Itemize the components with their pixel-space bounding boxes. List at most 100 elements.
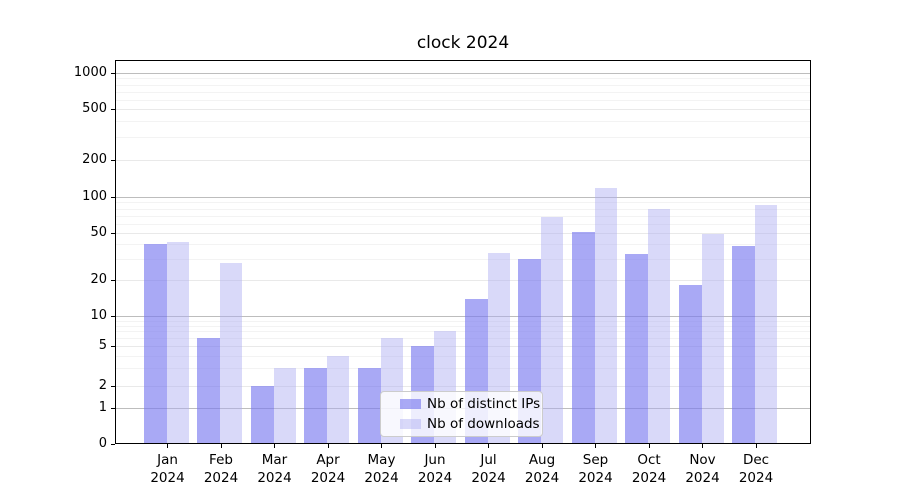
y-gridline-200 — [115, 160, 811, 161]
y-gridline-10 — [115, 316, 811, 317]
x-tick-label-apr-2024: Apr 2024 — [310, 452, 346, 486]
y-tick-100 — [111, 197, 115, 198]
legend: Nb of distinct IPs Nb of downloads — [380, 391, 543, 437]
legend-label-distinct-ips: Nb of distinct IPs — [427, 396, 541, 412]
y-tick-200 — [111, 160, 115, 161]
y-tick-label-20: 20 — [90, 272, 107, 287]
bar-nb-of-distinct-ips-jan-2024 — [143, 244, 167, 444]
x-tick-label-jan-2024: Jan 2024 — [150, 452, 185, 486]
legend-swatch-distinct-ips — [400, 399, 421, 409]
x-tick-dec-2024 — [755, 444, 757, 448]
x-tick-nov-2024 — [702, 444, 703, 448]
y-gridline-minor-30 — [115, 259, 811, 261]
legend-item-downloads: Nb of downloads — [400, 416, 542, 432]
x-tick-label-mar-2024: Mar 2024 — [257, 452, 292, 486]
bar-nb-of-downloads-apr-2024 — [327, 355, 349, 444]
y-gridline-minor-4 — [115, 355, 811, 357]
x-tick-mar-2024 — [274, 444, 275, 448]
y-tick-label-0: 0 — [98, 436, 107, 451]
y-tick-1 — [111, 408, 115, 409]
y-gridline-minor-300 — [115, 137, 811, 139]
plot-area — [115, 60, 811, 444]
bar-nb-of-downloads-mar-2024 — [273, 368, 296, 444]
x-tick-aug-2024 — [541, 444, 543, 448]
x-tick-oct-2024 — [648, 444, 650, 448]
y-tick-10 — [111, 316, 115, 317]
y-gridline-minor-700 — [115, 91, 811, 93]
legend-swatch-downloads — [400, 419, 421, 429]
y-tick-label-10: 10 — [90, 308, 107, 323]
x-tick-label-nov-2024: Nov 2024 — [685, 452, 720, 486]
y-gridline-2 — [115, 386, 811, 387]
x-tick-label-jul-2024: Jul 2024 — [471, 452, 506, 486]
x-tick-jul-2024 — [488, 444, 489, 448]
x-tick-may-2024 — [381, 444, 382, 448]
x-tick-label-sep-2024: Sep 2024 — [578, 452, 613, 486]
y-gridline-minor-80 — [115, 208, 811, 210]
y-tick-label-100: 100 — [82, 189, 107, 204]
y-tick-2 — [111, 386, 115, 387]
x-tick-jan-2024 — [167, 444, 168, 448]
y-tick-500 — [111, 109, 115, 110]
x-tick-sep-2024 — [595, 444, 596, 448]
y-tick-1000 — [111, 73, 115, 74]
y-gridline-minor-60 — [115, 223, 811, 225]
x-tick-label-jun-2024: Jun 2024 — [417, 452, 453, 486]
bar-nb-of-downloads-oct-2024 — [648, 208, 670, 444]
y-gridline-500 — [115, 109, 811, 110]
y-gridline-minor-400 — [115, 121, 811, 123]
chart-title: clock 2024 — [416, 33, 510, 53]
bar-nb-of-downloads-aug-2024 — [541, 217, 563, 444]
y-tick-label-50: 50 — [90, 225, 107, 240]
y-gridline-20 — [115, 280, 811, 281]
x-tick-label-feb-2024: Feb 2024 — [203, 452, 239, 486]
y-tick-5 — [111, 346, 115, 347]
y-gridline-minor-600 — [115, 99, 811, 101]
bar-nb-of-downloads-nov-2024 — [701, 234, 724, 444]
bar-nb-of-downloads-feb-2024 — [220, 262, 242, 444]
y-gridline-minor-70 — [115, 215, 811, 217]
y-gridline-minor-7 — [115, 331, 811, 333]
y-gridline-100 — [115, 197, 811, 198]
x-tick-label-may-2024: May 2024 — [364, 452, 399, 486]
bar-nb-of-distinct-ips-oct-2024 — [625, 254, 648, 444]
y-tick-label-1000: 1000 — [73, 65, 107, 80]
y-gridline-5 — [115, 346, 811, 347]
bar-nb-of-distinct-ips-sep-2024 — [571, 231, 595, 444]
y-gridline-minor-40 — [115, 244, 811, 246]
legend-item-distinct-ips: Nb of distinct IPs — [400, 396, 542, 412]
y-gridline-1000 — [115, 73, 811, 74]
y-tick-label-500: 500 — [82, 101, 107, 116]
y-gridline-minor-3 — [115, 368, 811, 370]
x-tick-apr-2024 — [327, 444, 329, 448]
x-tick-label-dec-2024: Dec 2024 — [738, 452, 774, 486]
y-gridline-minor-800 — [115, 84, 811, 86]
y-tick-20 — [111, 280, 115, 281]
bar-nb-of-distinct-ips-feb-2024 — [197, 338, 220, 444]
bar-nb-of-downloads-dec-2024 — [755, 205, 777, 444]
x-tick-jun-2024 — [434, 444, 436, 448]
bar-nb-of-distinct-ips-may-2024 — [357, 368, 381, 444]
y-tick-label-5: 5 — [98, 338, 107, 353]
y-tick-label-1: 1 — [98, 400, 107, 415]
bar-nb-of-distinct-ips-apr-2024 — [304, 368, 327, 444]
y-gridline-minor-900 — [115, 78, 811, 80]
y-gridline-minor-8 — [115, 325, 811, 327]
y-tick-label-200: 200 — [82, 152, 107, 167]
y-gridline-minor-6 — [115, 338, 811, 340]
bar-nb-of-distinct-ips-dec-2024 — [732, 245, 755, 444]
bar-nb-of-distinct-ips-nov-2024 — [678, 285, 702, 444]
y-gridline-minor-9 — [115, 320, 811, 322]
bar-nb-of-downloads-sep-2024 — [594, 188, 617, 444]
y-tick-label-2: 2 — [98, 378, 107, 393]
x-tick-label-aug-2024: Aug 2024 — [524, 452, 560, 486]
x-tick-label-oct-2024: Oct 2024 — [631, 452, 667, 486]
y-gridline-minor-90 — [115, 202, 811, 204]
y-gridline-50 — [115, 233, 811, 234]
bar-nb-of-distinct-ips-mar-2024 — [250, 386, 274, 444]
legend-label-downloads: Nb of downloads — [427, 416, 540, 432]
y-tick-0 — [111, 444, 115, 445]
x-tick-feb-2024 — [220, 444, 222, 448]
bar-nb-of-downloads-jan-2024 — [166, 241, 189, 444]
